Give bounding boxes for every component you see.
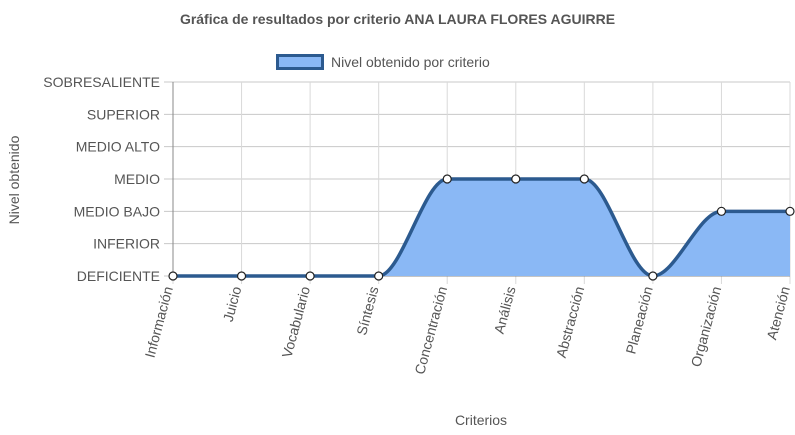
data-point <box>716 206 727 216</box>
y-tick-label: SOBRESALIENTE <box>43 74 160 90</box>
data-point <box>442 174 452 184</box>
x-tick-label: Síntesis <box>353 285 381 337</box>
x-axis-title: Criterios <box>455 412 507 428</box>
x-tick-label: Atención <box>763 285 793 342</box>
y-tick-label: MEDIO ALTO <box>76 139 160 155</box>
chart-title: Gráfica de resultados por criterio ANA L… <box>179 11 616 27</box>
y-tick-label: MEDIO BAJO <box>74 203 160 219</box>
data-point <box>168 271 178 281</box>
x-tick-label: Abstracción <box>553 285 587 360</box>
data-point <box>579 174 589 184</box>
data-point <box>305 271 315 281</box>
x-tick-label: Planeación <box>622 285 655 356</box>
x-tick-label: Análisis <box>491 285 519 336</box>
data-point <box>648 271 658 281</box>
y-tick-label: INFERIOR <box>93 236 160 252</box>
legend-swatch <box>276 54 324 70</box>
y-tick-label: DEFICIENTE <box>77 268 160 284</box>
x-tick-label: Concentración <box>411 285 450 376</box>
data-point <box>374 271 384 281</box>
data-point <box>236 271 247 281</box>
y-tick-label: MEDIO <box>114 171 160 187</box>
legend-label: Nivel obtenido por criterio <box>331 54 490 70</box>
x-tick-label: Organización <box>688 285 725 369</box>
y-axis-title: Nivel obtenido <box>6 135 22 224</box>
series-line <box>173 177 790 278</box>
x-tick-label: Información <box>142 285 176 360</box>
data-point <box>511 174 521 184</box>
data-point <box>785 206 795 216</box>
x-tick-label: Juicio <box>220 284 245 323</box>
legend[interactable]: Nivel obtenido por criterio <box>276 52 490 72</box>
y-tick-label: SUPERIOR <box>87 106 160 122</box>
x-tick-label: Vocabulario <box>279 284 313 359</box>
series-area <box>173 179 790 276</box>
